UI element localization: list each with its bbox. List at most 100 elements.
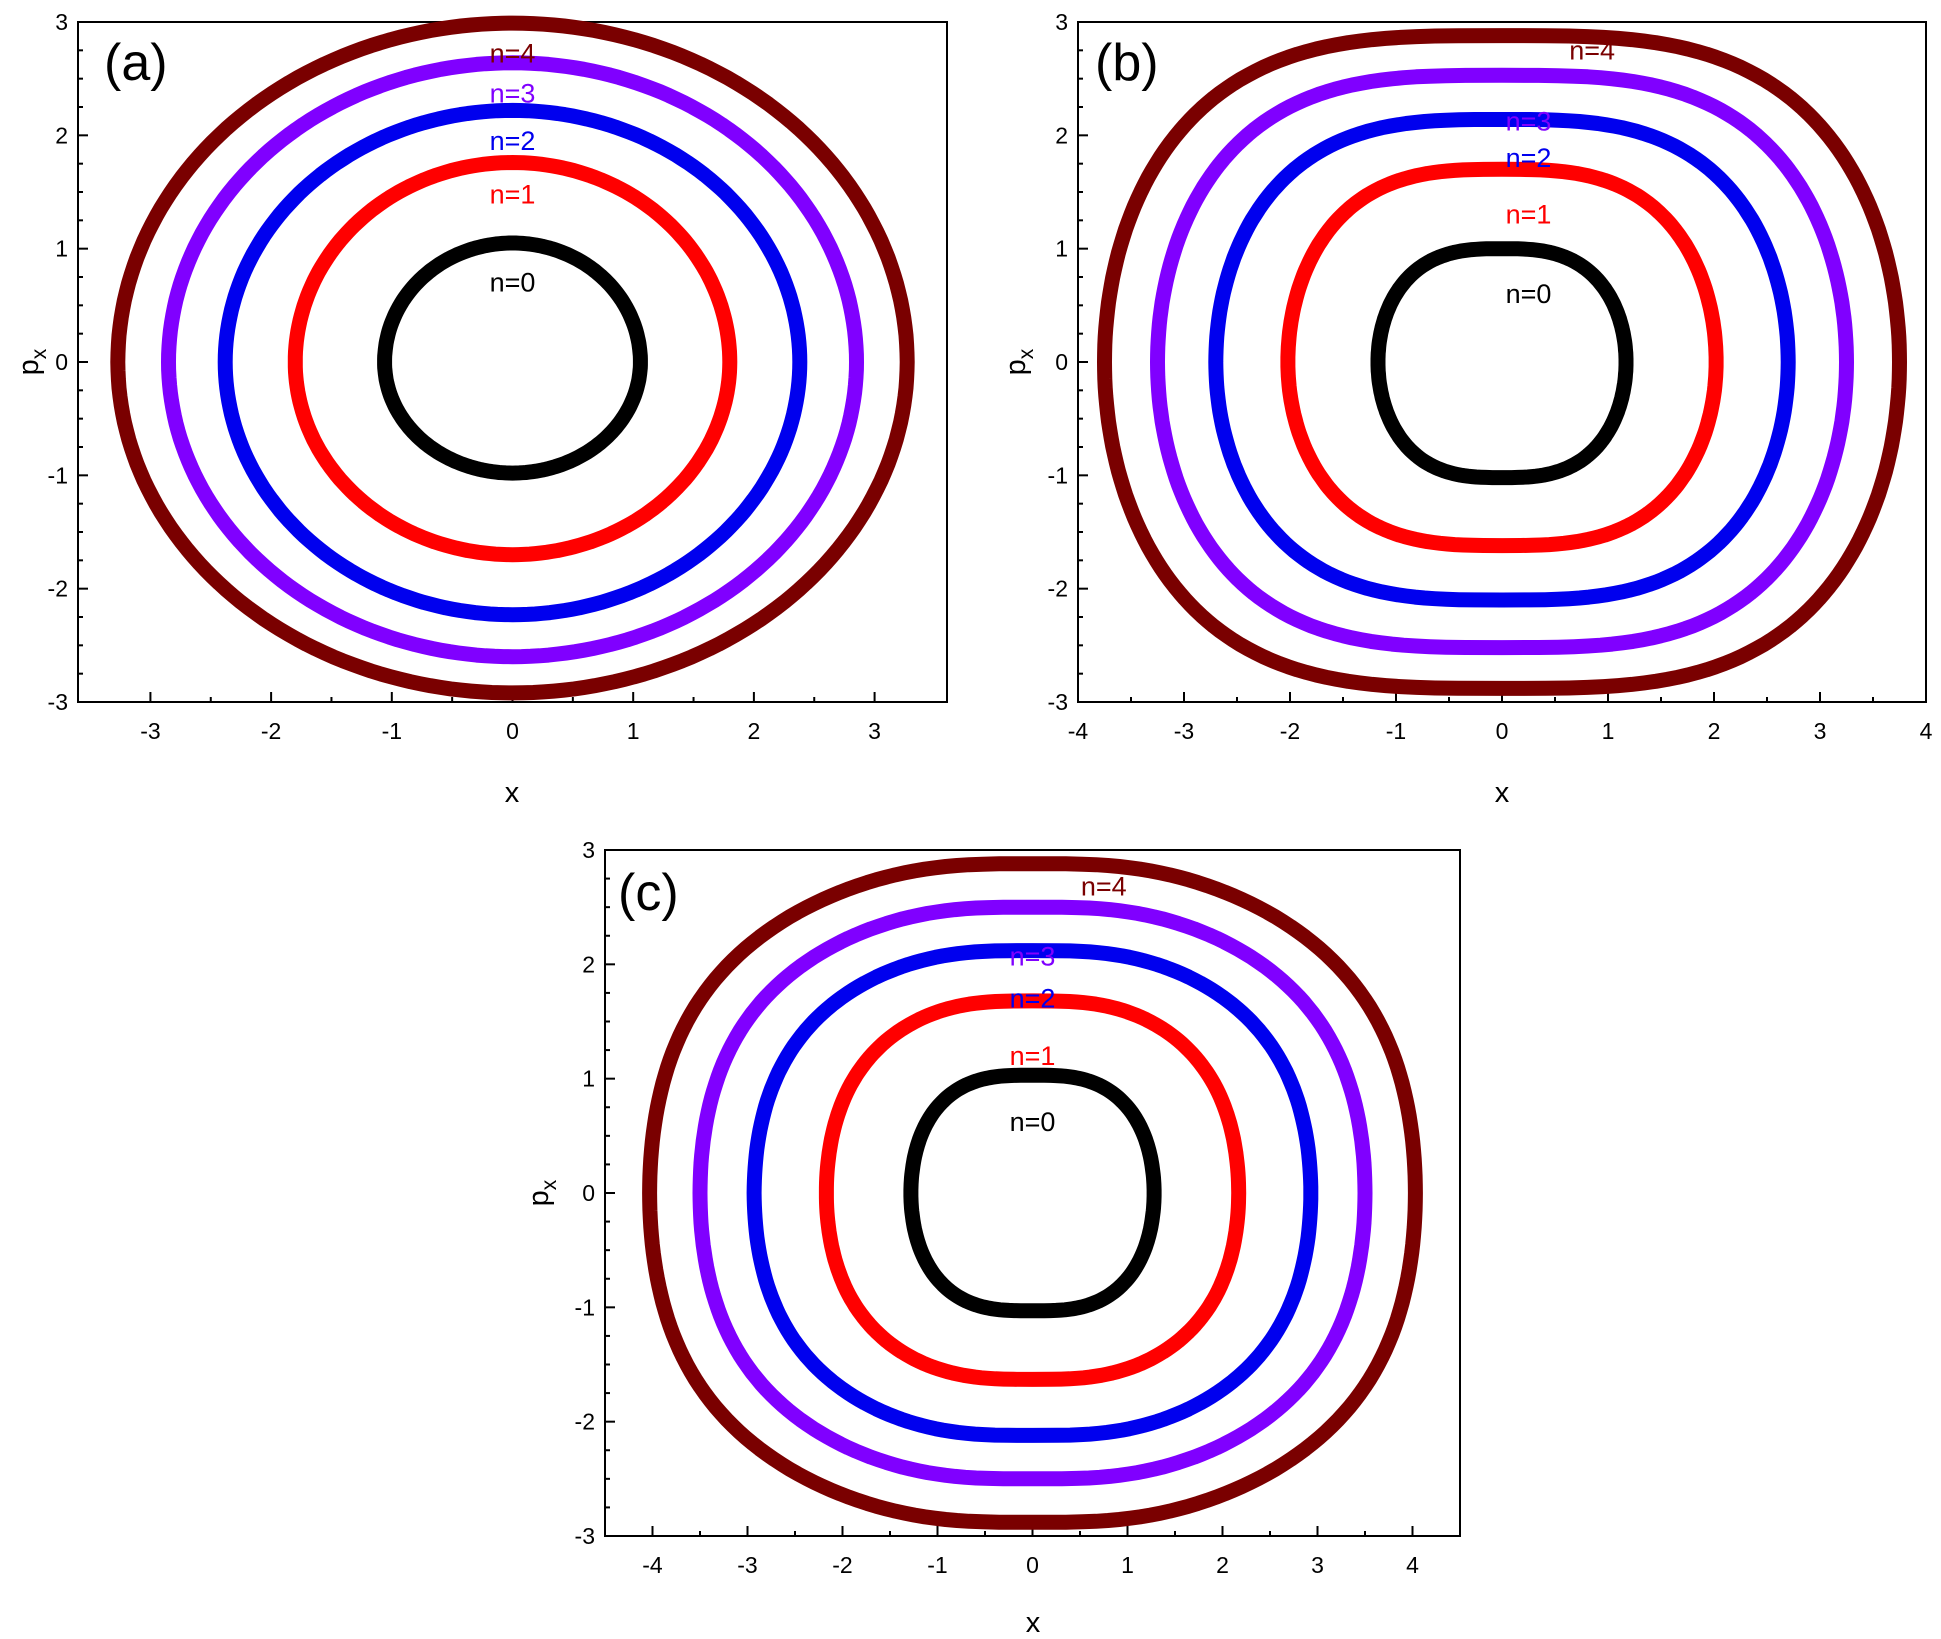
series-n-2-curve bbox=[1208, 112, 1796, 608]
y-tick-label: 1 bbox=[1055, 236, 1068, 262]
x-tick-label: 4 bbox=[1406, 1552, 1419, 1578]
series-label-n-1: n=1 bbox=[490, 179, 536, 209]
x-tick-label: 1 bbox=[1121, 1552, 1134, 1578]
x-tick-label: 0 bbox=[506, 718, 519, 744]
series-label-n-1: n=1 bbox=[1010, 1041, 1056, 1071]
series-n-4-curve bbox=[642, 856, 1423, 1530]
x-tick-label: -2 bbox=[261, 718, 281, 744]
y-tick-label: 3 bbox=[582, 837, 595, 863]
x-tick-label: -4 bbox=[1068, 718, 1089, 744]
series-n-2-curve bbox=[217, 102, 808, 623]
x-tick-label: 1 bbox=[627, 718, 640, 744]
x-tick-label: -3 bbox=[1174, 718, 1194, 744]
series-n-4-curve bbox=[1097, 28, 1907, 696]
x-tick-label: 3 bbox=[1814, 718, 1827, 744]
panel-c: (c) x px -4 -3 -2 -1 0 1 2 3 4 -3 -2 -1 0 1 2 3 n=0 n=1 n=… bbox=[523, 837, 1461, 1639]
panel-label: (c) bbox=[618, 864, 679, 922]
y-tick-label: 3 bbox=[55, 9, 68, 35]
x-tick-label: -3 bbox=[737, 1552, 757, 1578]
svg-text:x: x bbox=[1495, 777, 1510, 809]
series-label-n-0: n=0 bbox=[1010, 1107, 1056, 1137]
series-n-3-curve bbox=[692, 899, 1373, 1487]
series-n-1-curve bbox=[1280, 161, 1724, 554]
y-tick-label: -3 bbox=[1048, 689, 1068, 715]
y-tick-label: 1 bbox=[582, 1066, 595, 1092]
series-n-1-curve bbox=[818, 993, 1247, 1387]
series-n-0-curve bbox=[903, 1067, 1162, 1319]
y-tick-label: -2 bbox=[1048, 576, 1068, 602]
x-tick-label: -3 bbox=[140, 718, 160, 744]
series-label-n-2: n=2 bbox=[490, 126, 536, 156]
x-tick-label: 2 bbox=[747, 718, 760, 744]
series-n-3-curve bbox=[161, 55, 864, 665]
panel-a: (a) x px -3 -2 -1 0 1 2 3-3-2-10123n=0n=1n=2n=… bbox=[13, 9, 948, 809]
series-label-n-0: n=0 bbox=[490, 268, 536, 298]
y-tick-label: 3 bbox=[1055, 9, 1068, 35]
panel-label: (b) bbox=[1095, 34, 1159, 92]
x-tick-label: 3 bbox=[1311, 1552, 1324, 1578]
x-tick-label: 0 bbox=[1496, 718, 1509, 744]
series-n-0-curve bbox=[1370, 241, 1634, 486]
series-label-n-3: n=3 bbox=[490, 78, 536, 108]
series-label-n-4: n=4 bbox=[490, 39, 536, 69]
x-axis-title: x bbox=[1026, 1607, 1041, 1639]
y-tick-label: -1 bbox=[48, 462, 68, 488]
series-n-4-curve bbox=[110, 15, 915, 701]
series-label-n-0: n=0 bbox=[1506, 279, 1552, 309]
series-n-1-curve bbox=[287, 155, 738, 563]
y-tick-label: 0 bbox=[55, 349, 68, 375]
y-tick-label: 2 bbox=[1055, 122, 1068, 148]
x-tick-label: 2 bbox=[1708, 718, 1721, 744]
x-tick-label: -4 bbox=[642, 1552, 663, 1578]
series-n-2-curve bbox=[746, 943, 1319, 1443]
x-tick-label: -1 bbox=[1386, 718, 1406, 744]
y-tick-label: 2 bbox=[582, 951, 595, 977]
y-tick-label: 1 bbox=[55, 236, 68, 262]
svg-text:px: px bbox=[523, 1179, 561, 1206]
series-n-0-curve bbox=[377, 235, 648, 481]
y-tick-label: -3 bbox=[575, 1523, 595, 1549]
y-tick-label: -1 bbox=[575, 1294, 595, 1320]
x-tick-label: -2 bbox=[832, 1552, 852, 1578]
svg-text:px: px bbox=[1000, 348, 1038, 375]
svg-text:x: x bbox=[505, 777, 520, 809]
series-label-n-4: n=4 bbox=[1569, 35, 1615, 65]
x-axis-title: x bbox=[505, 777, 520, 809]
series-n-3-curve bbox=[1150, 67, 1854, 656]
curve-labels: n=0 n=1 n=2 n=3 n=4 bbox=[490, 39, 536, 298]
series-label-n-1: n=1 bbox=[1506, 200, 1552, 230]
x-tick-label: -1 bbox=[927, 1552, 947, 1578]
axis-ticks: -3 -2 -1 0 1 2 3 -3 -2 -1 0 1 2 3 bbox=[48, 9, 881, 744]
y-tick-label: -2 bbox=[575, 1409, 595, 1435]
x-tick-label: 1 bbox=[1602, 718, 1615, 744]
curves bbox=[1097, 28, 1907, 696]
y-tick-label: 2 bbox=[55, 122, 68, 148]
series-label-n-2: n=2 bbox=[1506, 143, 1552, 173]
x-tick-label: 0 bbox=[1026, 1552, 1039, 1578]
axis-ticks: -4 -3 -2 -1 0 1 2 3 4 -3 -2 -1 0 1 2 3 bbox=[575, 837, 1420, 1578]
x-tick-label: -1 bbox=[382, 718, 402, 744]
series-label-n-3: n=3 bbox=[1506, 107, 1552, 137]
y-axis-title: px bbox=[1000, 348, 1038, 375]
curves bbox=[110, 15, 915, 701]
svg-text:x: x bbox=[1026, 1607, 1041, 1639]
y-tick-label: -1 bbox=[1048, 462, 1068, 488]
curve-labels: n=0 n=1 n=2 n=3 n=4 bbox=[1010, 872, 1127, 1138]
x-tick-label: -2 bbox=[1280, 718, 1300, 744]
y-tick-label: 0 bbox=[582, 1180, 595, 1206]
y-tick-label: 0 bbox=[1055, 349, 1068, 375]
y-tick-label: -3 bbox=[48, 689, 68, 715]
series-label-n-4: n=4 bbox=[1081, 872, 1127, 902]
y-axis-title: px bbox=[13, 348, 51, 375]
svg-text:px: px bbox=[13, 348, 51, 375]
panel-b: (b) x px -4 -3 -2 -1 0 1 2 3 4-3-2-10123n=0n=1n=… bbox=[1000, 9, 1933, 809]
series-label-n-3: n=3 bbox=[1010, 941, 1056, 971]
y-axis-title: px bbox=[523, 1179, 561, 1206]
x-tick-label: 2 bbox=[1216, 1552, 1229, 1578]
x-tick-label: 3 bbox=[868, 718, 881, 744]
x-tick-label: 4 bbox=[1920, 718, 1933, 744]
panel-label: (a) bbox=[104, 34, 168, 92]
curves bbox=[642, 856, 1423, 1530]
